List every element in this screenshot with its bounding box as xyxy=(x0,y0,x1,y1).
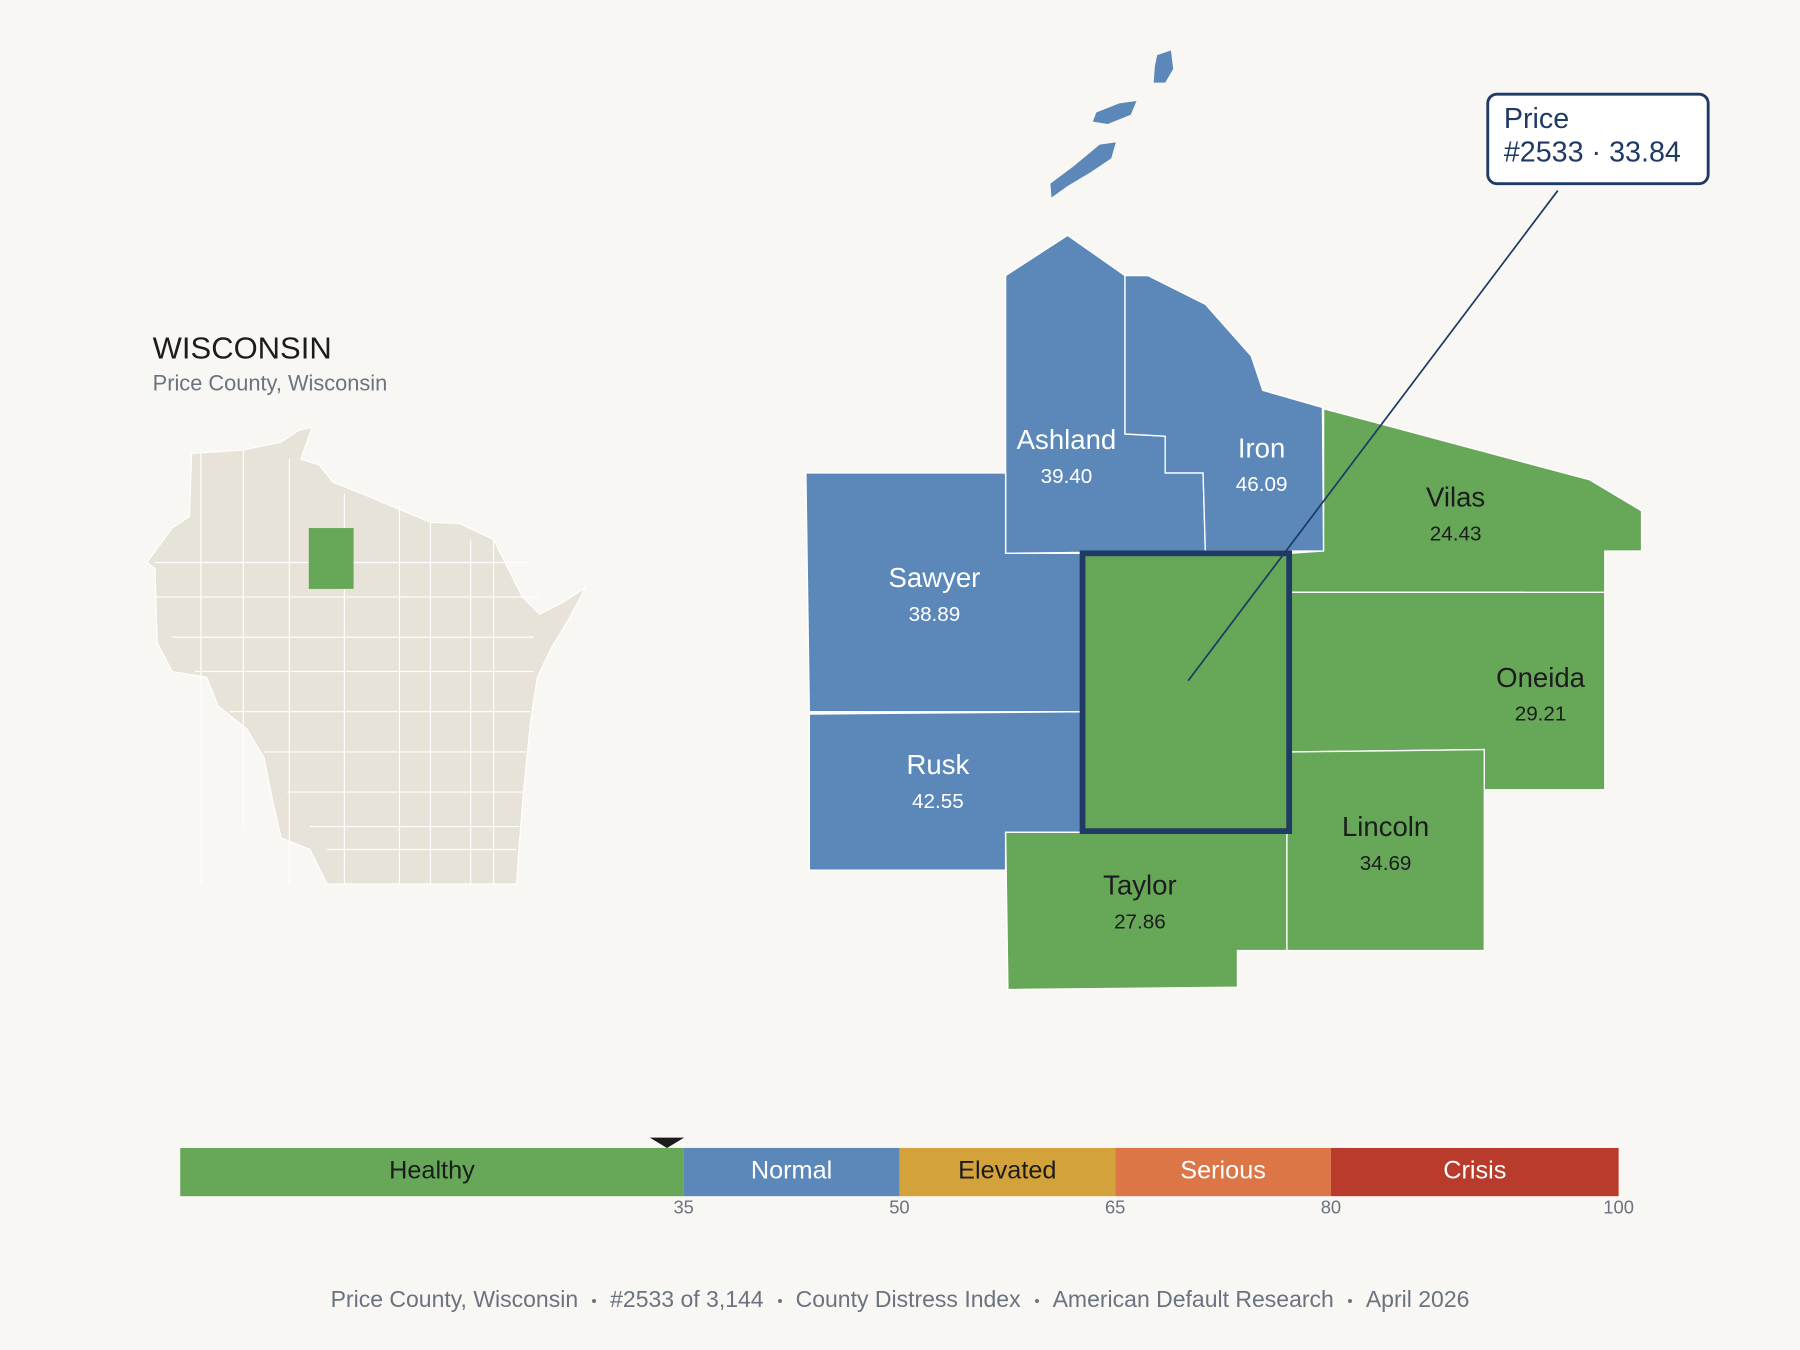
state-title: WISCONSIN xyxy=(153,330,332,365)
county-score: 39.40 xyxy=(1041,465,1093,488)
footer-item: American Default Research xyxy=(1052,1286,1334,1312)
score-marker xyxy=(649,1137,685,1148)
scale-band xyxy=(1115,1147,1331,1197)
separator xyxy=(777,1298,782,1303)
selected-county-mini xyxy=(308,528,354,589)
separator xyxy=(592,1298,597,1303)
scale-band-label: Serious xyxy=(1180,1157,1266,1185)
footer-item: #2533 of 3,144 xyxy=(610,1286,764,1312)
county-name: Sawyer xyxy=(889,562,981,593)
scale-tick-label: 80 xyxy=(1321,1197,1341,1218)
county-name: Vilas xyxy=(1426,482,1485,513)
footer-item: County Distress Index xyxy=(795,1286,1021,1312)
scale-band-label: Healthy xyxy=(389,1157,475,1185)
county xyxy=(1286,748,1485,952)
county-score: 46.09 xyxy=(1236,473,1288,496)
footer-item: April 2026 xyxy=(1365,1286,1470,1312)
separator xyxy=(1347,1298,1352,1303)
county-score: 27.86 xyxy=(1114,910,1166,933)
county-score: 24.43 xyxy=(1430,522,1482,545)
scale-band xyxy=(899,1147,1116,1197)
callout-box xyxy=(1486,92,1710,186)
callout-leader xyxy=(1187,190,1559,682)
selected-county xyxy=(1082,553,1290,832)
separator xyxy=(1034,1298,1039,1303)
scale-tick-label: 35 xyxy=(673,1197,693,1218)
scale-band xyxy=(1330,1147,1619,1197)
scale-band xyxy=(180,1147,684,1197)
county-name: Lincoln xyxy=(1342,811,1429,842)
state-subtitle: Price County, Wisconsin xyxy=(153,370,388,395)
scale-tick-label: 100 xyxy=(1603,1197,1634,1218)
water xyxy=(1050,50,1174,198)
county-name: Rusk xyxy=(906,749,969,780)
footer: Price County, Wisconsin #2533 of 3,144 Cou… xyxy=(0,1286,1800,1313)
scale-tick-label: 65 xyxy=(1105,1197,1125,1218)
scale-band-label: Crisis xyxy=(1443,1157,1506,1185)
scale-tick-label: 50 xyxy=(889,1197,909,1218)
scale-band xyxy=(683,1147,900,1197)
selected-outline xyxy=(1079,550,1293,834)
county-name: Oneida xyxy=(1496,662,1586,693)
county-score: 34.69 xyxy=(1360,852,1412,875)
county-score: 29.21 xyxy=(1515,703,1567,726)
county-score: 38.89 xyxy=(909,603,961,626)
scale-band-label: Elevated xyxy=(958,1157,1056,1185)
county-name: Iron xyxy=(1238,432,1285,463)
county-name: Taylor xyxy=(1103,870,1176,901)
county-score: 42.55 xyxy=(912,790,964,813)
footer-item: Price County, Wisconsin xyxy=(330,1286,579,1312)
callout-label: #2533 · 33.84 xyxy=(1504,136,1681,168)
county-name: Ashland xyxy=(1017,424,1117,455)
callout-name: Price xyxy=(1504,103,1569,135)
scale-band-label: Normal xyxy=(751,1157,832,1185)
state-outline xyxy=(146,426,586,885)
